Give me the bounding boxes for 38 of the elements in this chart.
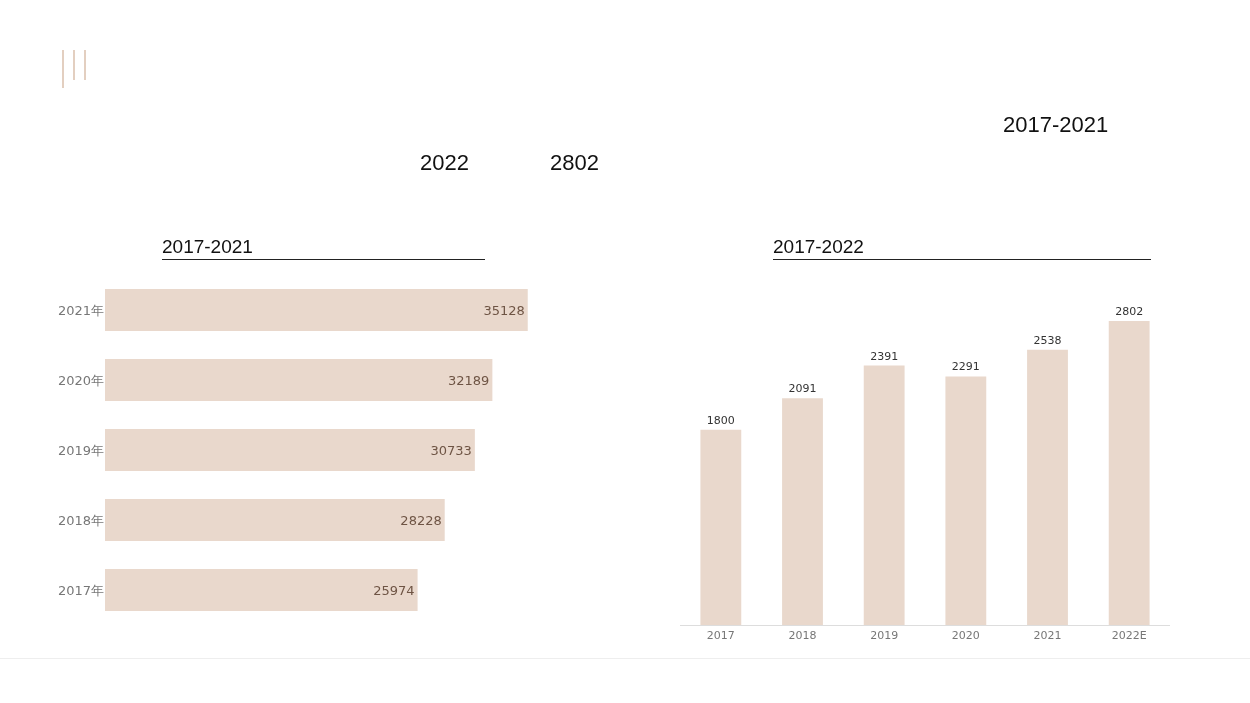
bar <box>863 365 905 625</box>
text: 2802 <box>550 150 599 176</box>
x-tick-label: 2019 <box>870 629 899 643</box>
y-tick-label: 2020年 <box>57 372 104 388</box>
bar <box>1027 349 1068 625</box>
x-tick-label: 2018 <box>788 629 817 643</box>
y-tick-label: 2019年 <box>57 442 104 458</box>
bar <box>105 429 475 471</box>
text: 2017-2021 <box>1003 112 1109 138</box>
x-tick-label: 2021 <box>1033 629 1062 643</box>
x-tick-label: 2017 <box>706 629 735 643</box>
y-tick-label: 2018年 <box>57 512 104 528</box>
bar <box>105 499 445 541</box>
x-tick-label: 2020 <box>951 629 980 643</box>
bar <box>782 398 823 625</box>
y-tick-label: 2017年 <box>57 582 104 598</box>
data-label: 1800 <box>706 413 735 427</box>
data-label: 35128 <box>483 302 525 318</box>
chart-title: 2017-2021 <box>162 236 485 260</box>
data-label: 30733 <box>430 442 472 458</box>
data-label: 2091 <box>788 382 817 396</box>
data-label: 25974 <box>373 582 415 598</box>
bar <box>105 359 493 401</box>
bar <box>700 429 742 625</box>
bar <box>945 376 987 625</box>
bar <box>105 569 418 611</box>
data-label: 2802 <box>1115 305 1144 318</box>
bar <box>105 289 528 331</box>
data-label: 2538 <box>1033 333 1062 347</box>
bar <box>1108 321 1150 625</box>
data-label: 28228 <box>400 512 442 528</box>
chart-title: 2017-2022 <box>773 236 1151 260</box>
data-label: 2391 <box>870 349 899 363</box>
data-label: 32189 <box>448 372 490 388</box>
y-tick-label: 2021年 <box>57 302 104 318</box>
x-tick-label: 2022E <box>1111 629 1147 643</box>
data-label: 2291 <box>951 360 980 374</box>
text: 2022 <box>420 150 469 176</box>
